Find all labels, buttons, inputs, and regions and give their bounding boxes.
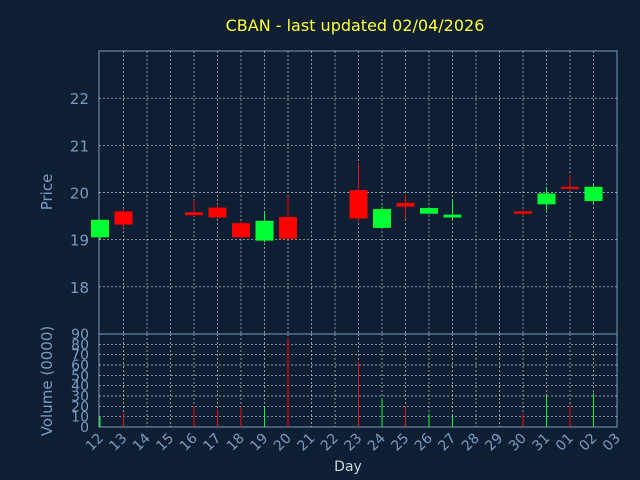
volume-tick-label: 40 [71, 379, 89, 395]
price-tick-label: 20 [70, 185, 89, 203]
candle-body [561, 186, 579, 189]
x-tick-label: 19 [247, 431, 271, 455]
price-tick-label: 21 [70, 137, 89, 155]
candle-body [185, 212, 203, 216]
x-tick-label: 29 [482, 431, 506, 455]
candle-body [537, 193, 556, 205]
chart-title: CBAN - last updated 02/04/2026 [226, 16, 485, 35]
x-axis-label: Day [334, 459, 362, 475]
volume-tick-label: 10 [71, 410, 89, 426]
x-tick-label: 22 [318, 431, 342, 455]
x-tick-label: 23 [341, 431, 365, 455]
x-tick-label: 01 [553, 431, 577, 455]
x-tick-label: 15 [153, 431, 177, 455]
price-tick-label: 22 [70, 90, 89, 108]
candle-body [514, 211, 532, 214]
x-tick-label: 20 [271, 431, 295, 455]
price-tick-label: 19 [70, 232, 89, 250]
volume-tick-label: 70 [71, 348, 89, 364]
x-tick-label: 31 [529, 431, 553, 455]
axis-labels: 12 13 14 15 16 17 18 19 20 21 22 23 24 25 26 27 28 29 30 31… [70, 90, 624, 454]
x-tick-label: 02 [576, 431, 600, 455]
candle-body [396, 202, 415, 207]
volume-tick-label: 80 [71, 337, 89, 353]
x-tick-label: 28 [459, 431, 483, 455]
x-tick-label: 03 [600, 431, 624, 455]
price-axis-label: Price [38, 174, 56, 211]
volume-tick-label: 50 [71, 368, 89, 384]
x-tick-label: 14 [130, 430, 154, 454]
candle-body [208, 207, 227, 218]
candle-body [584, 186, 603, 201]
candle-body [373, 209, 391, 228]
x-tick-label: 16 [177, 430, 201, 454]
candle-body [91, 219, 109, 238]
volume-tick-label: 20 [71, 399, 89, 415]
volume-tick-label: 0 [80, 420, 89, 436]
volume-bars [99, 338, 594, 427]
candle-body [114, 211, 133, 225]
x-tick-label: 27 [435, 431, 459, 455]
x-tick-label: 30 [506, 431, 530, 455]
candle-body [349, 190, 368, 219]
candle-body [420, 208, 438, 214]
x-tick-label: 26 [412, 430, 436, 454]
price-candles [91, 163, 603, 243]
candle-body [255, 220, 274, 241]
volume-axis-label: Volume (0000) [38, 326, 56, 436]
price-tick-label: 18 [70, 279, 89, 297]
volume-tick-label: 60 [71, 358, 89, 374]
x-tick-label: 13 [106, 431, 130, 455]
volume-tick-label: 30 [71, 389, 89, 405]
volume-tick-label: 90 [71, 327, 89, 343]
candle-body [279, 217, 297, 239]
x-tick-label: 21 [294, 431, 318, 455]
candle-body [443, 214, 462, 218]
candle-body [232, 223, 250, 238]
x-tick-label: 24 [365, 430, 389, 454]
x-tick-label: 25 [388, 431, 412, 455]
x-tick-label: 18 [224, 431, 248, 455]
x-tick-label: 17 [200, 431, 224, 455]
